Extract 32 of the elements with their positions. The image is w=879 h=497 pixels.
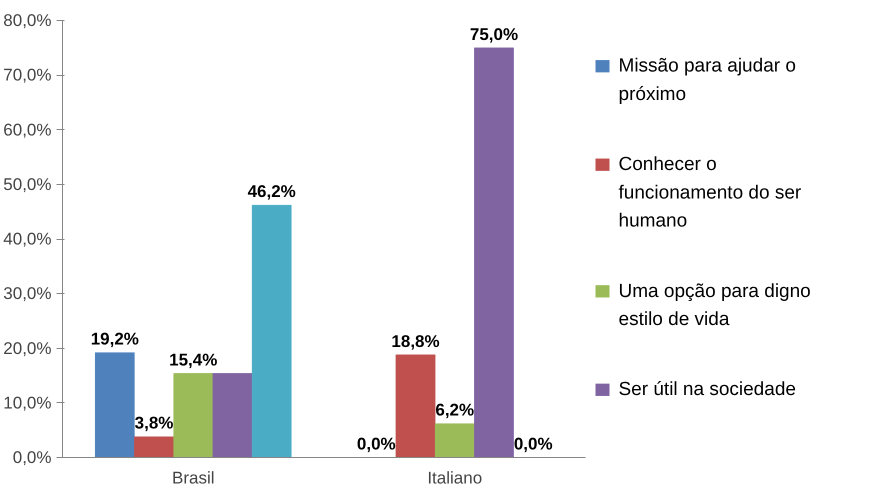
x-tick-label: Brasil (172, 468, 215, 488)
bar (134, 436, 174, 458)
bar (434, 423, 475, 458)
bar (212, 373, 252, 458)
y-tick-label: 70,0% (3, 66, 52, 85)
data-label: 15,4% (169, 350, 218, 370)
data-label: 18,8% (391, 332, 440, 351)
data-label: 75,0% (470, 24, 518, 44)
legend-label: Uma opção para digno estilo de vida (618, 280, 811, 330)
bar (252, 204, 292, 458)
y-tick-label: 40,0% (3, 230, 52, 248)
y-tick-label: 0,0% (12, 448, 52, 467)
data-label: 3,8% (134, 414, 174, 433)
data-label: 6,2% (435, 400, 474, 420)
bar (94, 352, 135, 458)
y-tick-label: 30,0% (3, 284, 52, 304)
y-tick-label: 80,0% (3, 11, 52, 30)
y-tick-label: 10,0% (3, 393, 52, 412)
bar (396, 354, 436, 458)
legend-label: Missão para ajudar o próximo (618, 56, 796, 105)
data-label: 0,0% (356, 434, 396, 454)
data-label: 46,2% (248, 182, 296, 202)
legend-label: Ser útil na sociedade (618, 379, 796, 400)
x-tick-label: Italiano (427, 468, 482, 488)
bar (474, 48, 514, 458)
y-tick-label: 50,0% (3, 174, 52, 194)
data-label: 0,0% (514, 434, 553, 454)
legend-label: Conhecer o funcionamento do ser humano (618, 154, 802, 232)
y-tick-label: 20,0% (3, 338, 52, 358)
y-tick-label: 60,0% (3, 120, 52, 140)
bar (173, 373, 214, 458)
data-label: 19,2% (90, 330, 139, 349)
